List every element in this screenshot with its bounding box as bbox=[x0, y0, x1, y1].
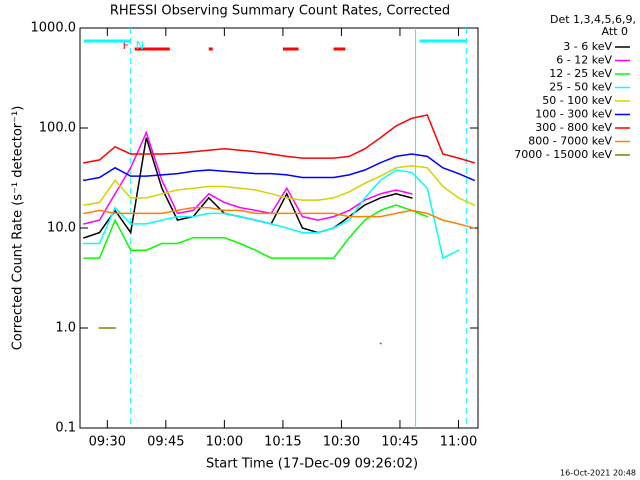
y-tick-label: 0.1 bbox=[55, 421, 76, 436]
x-tick-label: 11:00 bbox=[440, 435, 477, 450]
series-line bbox=[83, 164, 476, 206]
x-tick-label: 10:30 bbox=[323, 435, 360, 450]
series-line bbox=[83, 206, 476, 229]
series-line bbox=[98, 327, 382, 345]
timestamp: 16-Oct-2021 20:48 bbox=[560, 469, 636, 478]
y-axis-label: Corrected Count Rate (s⁻¹ detector⁻¹) bbox=[11, 106, 26, 351]
legend-title: Det 1,3,4,5,6,9, bbox=[550, 13, 636, 26]
legend-label: 300 - 800 keV bbox=[535, 121, 612, 134]
chart-title: RHESSI Observing Summary Count Rates, Co… bbox=[110, 4, 450, 19]
legend-label: 7000 - 15000 keV bbox=[514, 148, 612, 161]
x-tick-label: 10:45 bbox=[381, 435, 418, 450]
legend-label: 6 - 12 keV bbox=[556, 54, 612, 67]
series-line bbox=[83, 130, 413, 225]
flag-label: F bbox=[123, 39, 129, 52]
legend-label: 3 - 6 keV bbox=[563, 40, 612, 53]
x-axis-label: Start Time (17-Dec-09 09:26:02) bbox=[206, 457, 418, 472]
x-tick-label: 09:30 bbox=[89, 435, 126, 450]
plot-frame bbox=[79, 27, 479, 429]
x-tick-label: 09:45 bbox=[147, 435, 184, 450]
x-tick-label: 10:15 bbox=[264, 435, 301, 450]
legend-label: 50 - 100 keV bbox=[542, 94, 612, 107]
y-tick-label: 100.0 bbox=[39, 121, 76, 136]
y-tick-label: 1.0 bbox=[55, 321, 76, 336]
legend-label: 12 - 25 keV bbox=[549, 67, 612, 80]
series-line bbox=[83, 114, 476, 164]
y-tick-label: 1000.0 bbox=[31, 21, 77, 36]
legend-label: 25 - 50 keV bbox=[549, 81, 612, 94]
legend-label: 800 - 7000 keV bbox=[528, 135, 612, 148]
x-tick-label: 10:00 bbox=[206, 435, 243, 450]
legend-title: Att 0 bbox=[602, 25, 628, 38]
series-line bbox=[83, 153, 476, 182]
flag-label: N bbox=[136, 39, 144, 52]
series-line bbox=[83, 169, 460, 260]
legend-label: 100 - 300 keV bbox=[535, 108, 612, 121]
y-tick-label: 10.0 bbox=[47, 221, 76, 236]
series-line bbox=[83, 204, 429, 259]
